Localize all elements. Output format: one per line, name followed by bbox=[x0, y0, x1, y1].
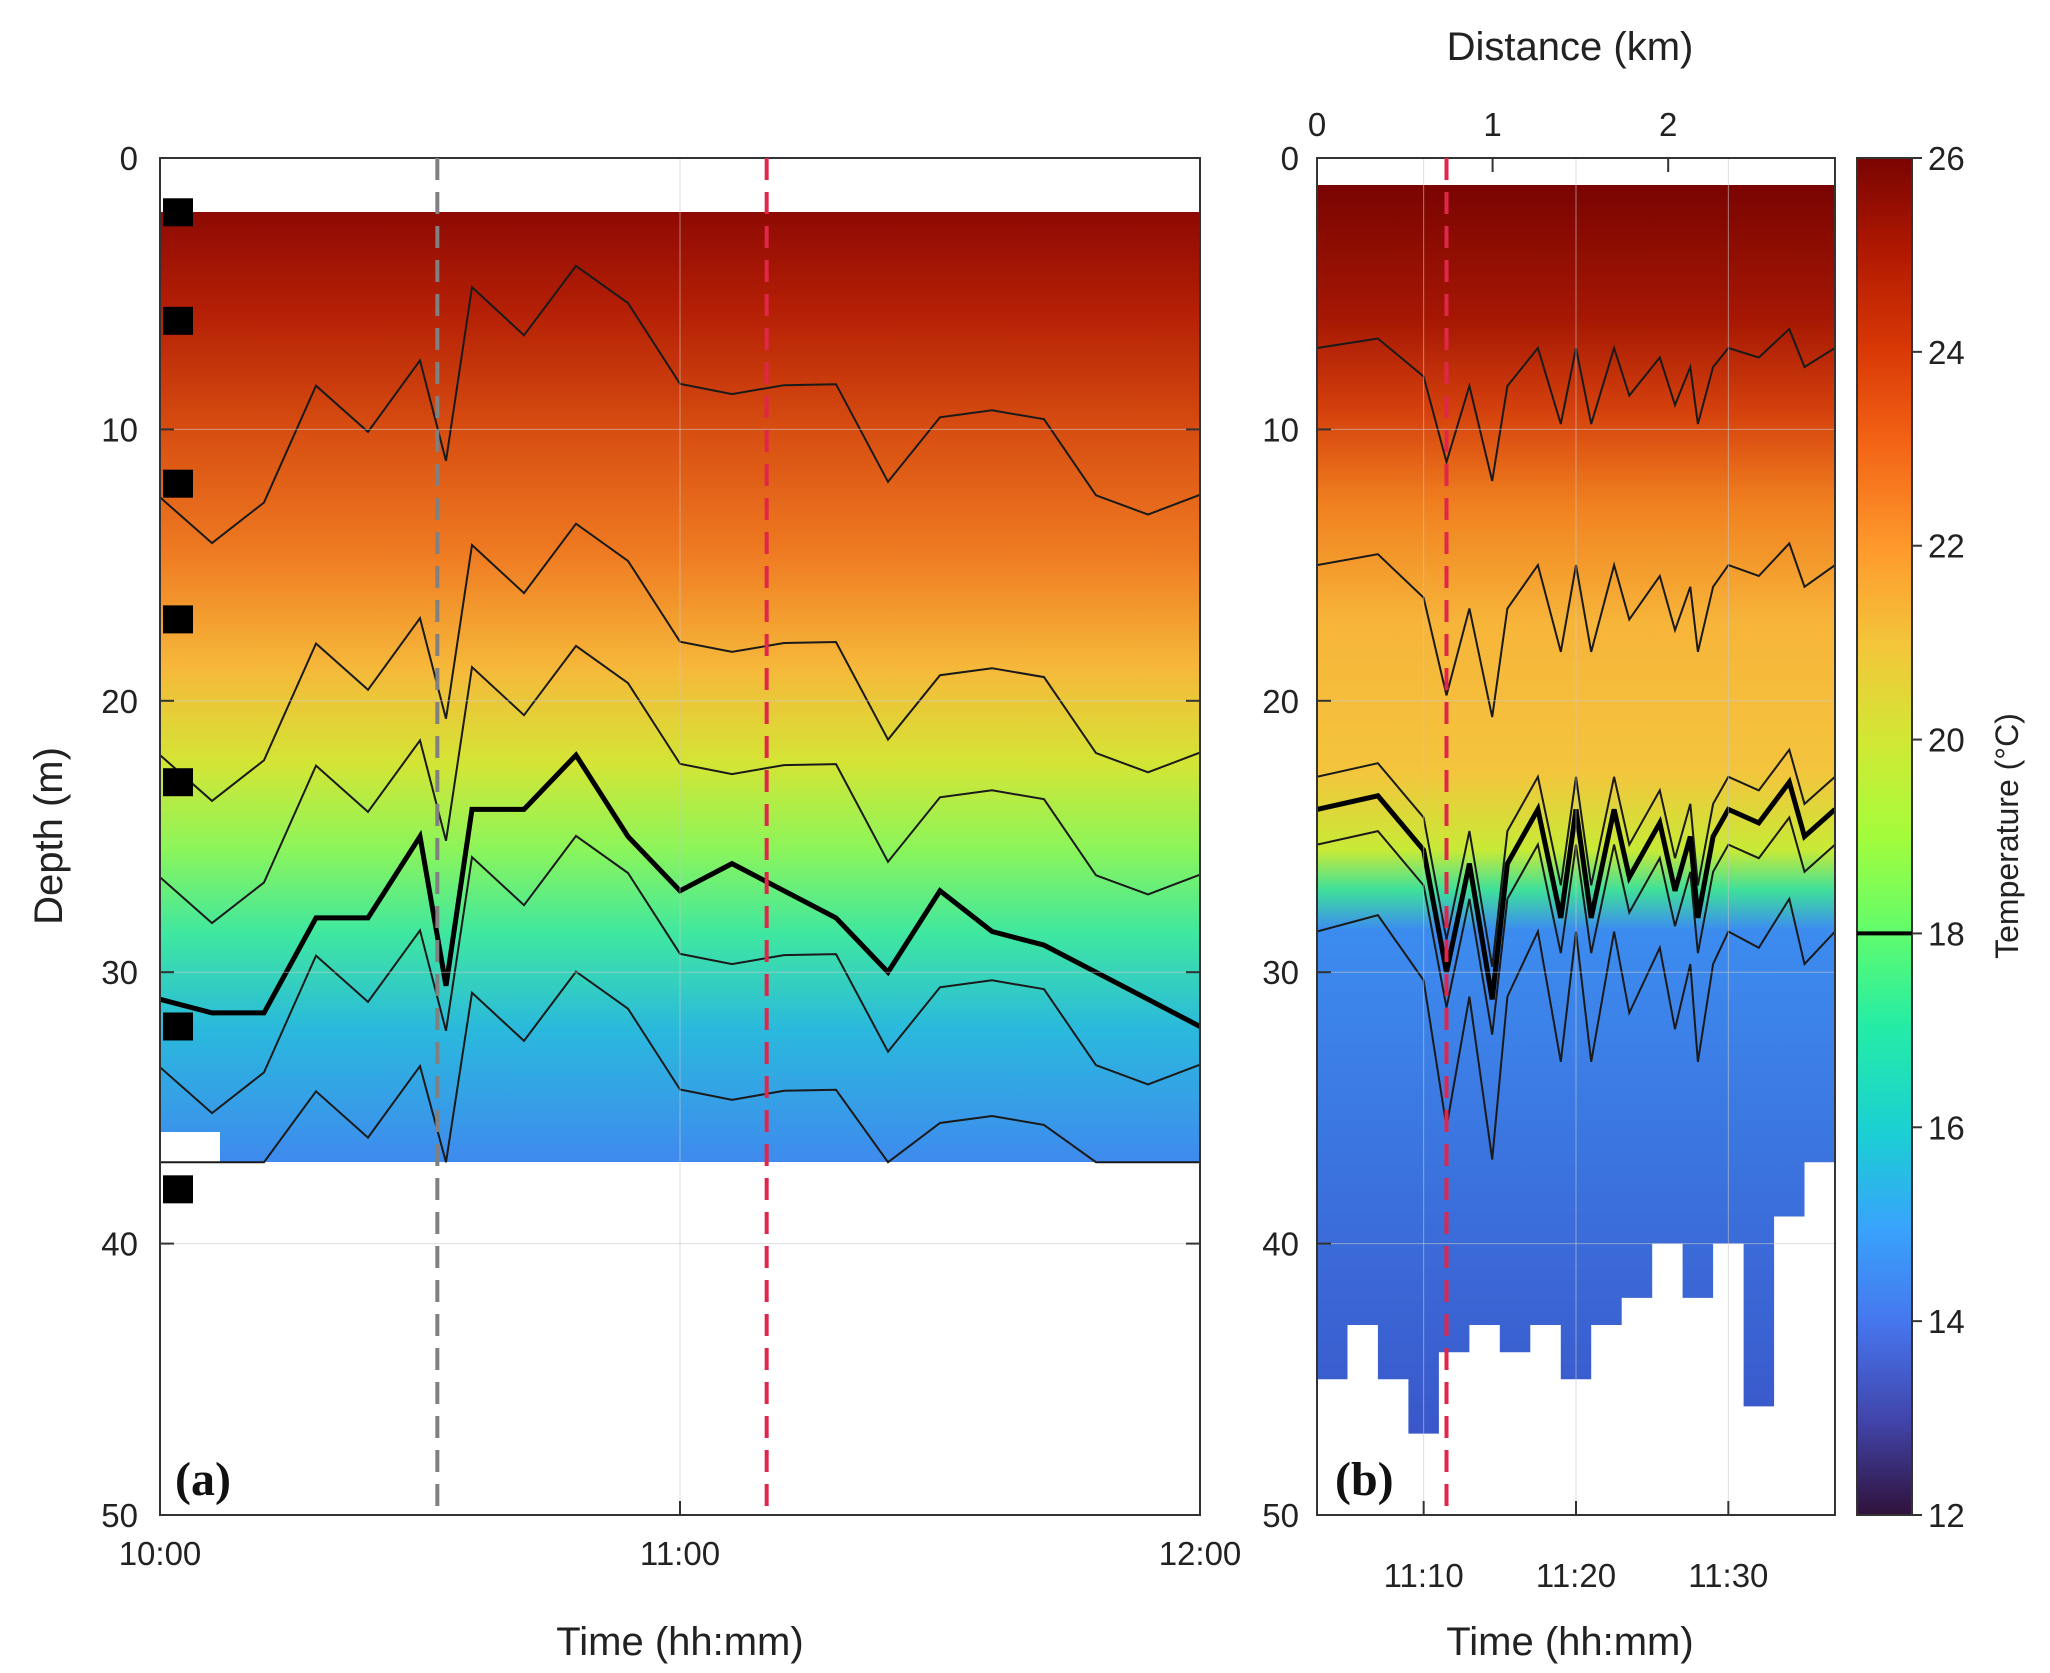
panel-b-xtick-label: 11:30 bbox=[1688, 1557, 1768, 1594]
isotherm-14c-line bbox=[1317, 896, 1835, 1160]
panel-b-ytick-label: 10 bbox=[1262, 411, 1299, 448]
colorbar-tick-label: 22 bbox=[1928, 528, 1965, 565]
panel-a-data-gap bbox=[160, 1132, 220, 1162]
instrument-marker bbox=[163, 1012, 193, 1041]
panel-a-ytick-label: 20 bbox=[101, 683, 138, 720]
panel-b-x2tick-label: 1 bbox=[1483, 106, 1501, 143]
panel-a-ylabel: Depth (m) bbox=[27, 747, 71, 925]
panel-a-xlabel: Time (hh:mm) bbox=[556, 1620, 803, 1664]
panel-b-ytick-label: 50 bbox=[1262, 1497, 1299, 1534]
colorbar-ramp bbox=[1856, 157, 1913, 1516]
colorbar: 12 14 16 18 20 22 24 26 Temperature (°C) bbox=[1856, 140, 2025, 1534]
colorbar-label: Temperature (°C) bbox=[1989, 713, 2025, 959]
colorbar-tick-label: 24 bbox=[1928, 334, 1965, 371]
panel-b-isotherms bbox=[1317, 327, 1835, 1160]
isotherm-22c-line bbox=[1317, 541, 1835, 718]
panel-b-x2label: Distance (km) bbox=[1447, 25, 1694, 69]
panel-a-ytick-label: 0 bbox=[120, 140, 138, 177]
panel-a: 10:00 11:00 12:00 0 10 20 30 40 50 (a) Time (hh:… bbox=[27, 140, 1241, 1664]
isotherm-24c-line bbox=[1317, 327, 1835, 482]
isotherm-22c-line bbox=[160, 522, 1200, 803]
isotherm-20c-line bbox=[1317, 747, 1835, 967]
instrument-marker bbox=[163, 1175, 193, 1204]
panel-a-markers bbox=[435, 158, 769, 1515]
panel-a-ytick-label: 40 bbox=[101, 1226, 138, 1263]
colorbar-tick-label: 12 bbox=[1928, 1497, 1965, 1534]
panel-b-xlabel: Time (hh:mm) bbox=[1446, 1620, 1693, 1664]
colorbar-tick-label: 16 bbox=[1928, 1109, 1965, 1146]
colorbar-ticks: 12 14 16 18 20 22 24 26 bbox=[1857, 140, 1965, 1534]
panel-a-ytick-label: 50 bbox=[101, 1497, 138, 1534]
isotherm-18c-line bbox=[1317, 776, 1835, 1000]
instrument-marker bbox=[163, 306, 193, 335]
panel-b-xtick-label: 11:10 bbox=[1384, 1557, 1464, 1594]
colorbar-tick-label: 14 bbox=[1928, 1303, 1965, 1340]
panel-b-ytick-label: 40 bbox=[1262, 1226, 1299, 1263]
isotherm-16c-line bbox=[160, 834, 1200, 1115]
instrument-marker bbox=[163, 605, 193, 634]
instrument-marker bbox=[163, 469, 193, 498]
panel-b-ytick-label: 20 bbox=[1262, 683, 1299, 720]
panel-b-x2tick-label: 2 bbox=[1659, 106, 1677, 143]
colorbar-tick-label: 20 bbox=[1928, 722, 1965, 759]
panel-a-isotherms bbox=[160, 264, 1200, 1164]
instrument-marker bbox=[163, 768, 193, 797]
panel-a-ytick-label: 30 bbox=[101, 954, 138, 991]
panel-a-xtick-label: 10:00 bbox=[119, 1535, 202, 1572]
isotherm-20c-line bbox=[160, 644, 1200, 925]
isotherm-24c-line bbox=[160, 264, 1200, 545]
panel-b-xtick-label: 11:20 bbox=[1536, 1557, 1616, 1594]
isotherm-18c-line bbox=[160, 751, 1200, 1029]
panel-b-label: (b) bbox=[1335, 1453, 1394, 1506]
colorbar-tick-label: 18 bbox=[1928, 915, 1965, 952]
instrument-marker bbox=[163, 198, 193, 227]
panel-a-xtick-label: 11:00 bbox=[640, 1535, 720, 1572]
panel-a-ytick-label: 10 bbox=[101, 411, 138, 448]
panel-a-ticks: 10:00 11:00 12:00 0 10 20 30 40 50 bbox=[101, 140, 1241, 1572]
isotherm-16c-line bbox=[1317, 815, 1835, 1035]
panel-a-instruments bbox=[163, 198, 193, 1204]
panel-a-label: (a) bbox=[175, 1453, 231, 1506]
panel-b-ytick-label: 0 bbox=[1281, 140, 1299, 177]
colorbar-tick-label: 26 bbox=[1928, 140, 1965, 177]
isotherm-14c-line bbox=[160, 970, 1200, 1164]
panel-b-ytick-label: 30 bbox=[1262, 954, 1299, 991]
panel-a-xtick-label: 12:00 bbox=[1159, 1535, 1242, 1572]
panel-b-x2tick-label: 0 bbox=[1308, 106, 1326, 143]
